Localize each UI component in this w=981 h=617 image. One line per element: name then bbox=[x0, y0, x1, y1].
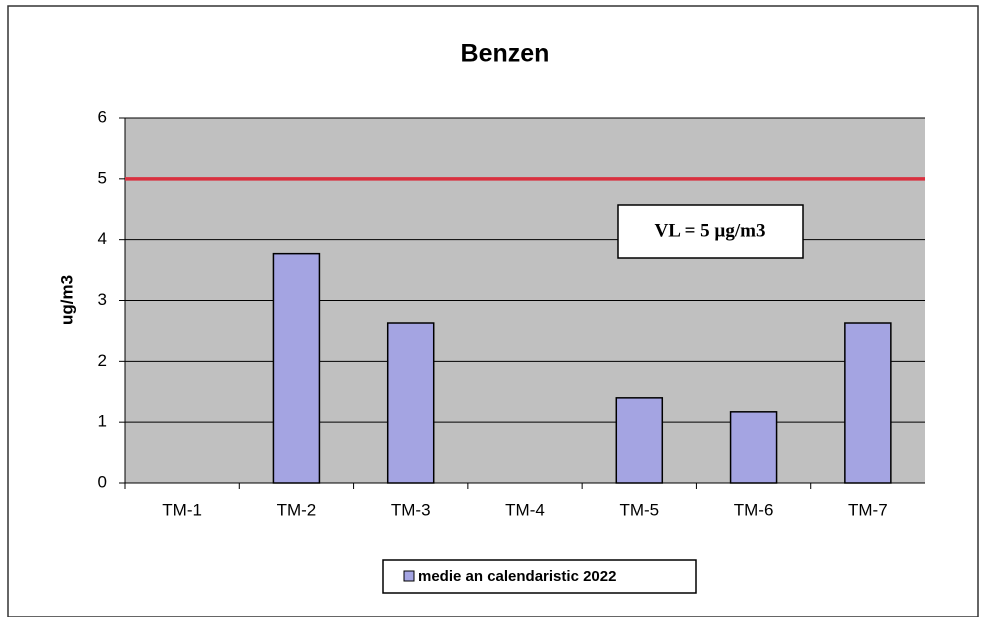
annotation-box bbox=[617, 204, 804, 259]
y-tick-label: 4 bbox=[98, 229, 107, 248]
bar bbox=[729, 411, 778, 484]
x-tick-label: TM-1 bbox=[162, 500, 202, 519]
x-tick-label: TM-6 bbox=[734, 500, 774, 519]
x-tick-label: TM-5 bbox=[619, 500, 659, 519]
y-tick-label: 1 bbox=[98, 412, 107, 431]
y-tick-label: 3 bbox=[98, 290, 107, 309]
y-axis-label: ug/m3 bbox=[57, 275, 76, 325]
legend-box bbox=[382, 559, 697, 594]
chart-title: Benzen bbox=[461, 40, 550, 68]
x-tick-label: TM-2 bbox=[277, 500, 317, 519]
annotation: VL = 5 µg/m3 bbox=[655, 220, 766, 241]
x-tick-label: TM-4 bbox=[505, 500, 545, 519]
y-tick-label: 6 bbox=[98, 107, 107, 126]
x-tick-label: TM-7 bbox=[848, 500, 888, 519]
y-tick-label: 2 bbox=[98, 351, 107, 370]
bar bbox=[386, 322, 435, 484]
bar bbox=[272, 252, 321, 484]
legend-swatch bbox=[403, 570, 415, 582]
legend-label: medie an calendaristic 2022 bbox=[418, 568, 616, 585]
x-tick-label: TM-3 bbox=[391, 500, 431, 519]
bar bbox=[615, 397, 664, 484]
y-tick-label: 0 bbox=[98, 472, 107, 491]
bar bbox=[844, 322, 892, 484]
y-tick-label: 5 bbox=[98, 168, 107, 187]
